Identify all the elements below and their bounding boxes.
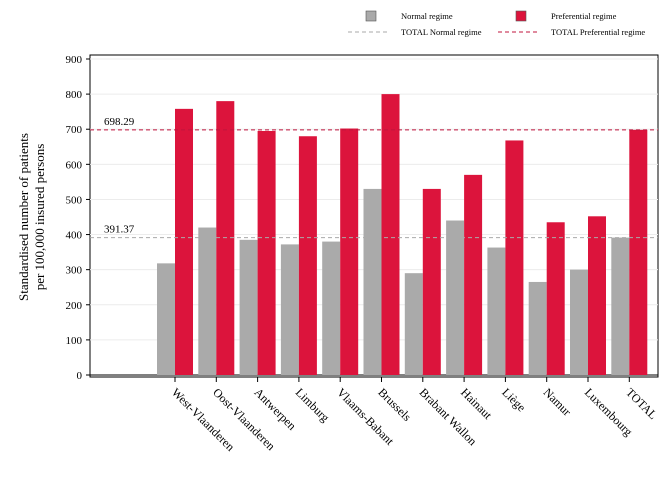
y-tick-label: 300 <box>66 265 83 277</box>
y-tick-label: 400 <box>66 230 83 242</box>
bar-preferential-regime <box>298 136 317 375</box>
y-tick-label: 500 <box>66 194 83 206</box>
bar-normal-regime <box>322 241 341 375</box>
y-tick-label: 800 <box>66 89 83 101</box>
x-tick-label: TOTAL <box>623 385 660 422</box>
legend-label: TOTAL Preferential regime <box>551 27 645 37</box>
x-tick-label: Liège <box>499 385 528 414</box>
y-tick-label: 0 <box>77 370 83 382</box>
bar-preferential-regime <box>505 140 524 375</box>
bar-preferential-regime <box>381 94 400 375</box>
y-tick-label: 100 <box>66 335 83 347</box>
bar-preferential-regime <box>546 222 565 375</box>
y-tick-label: 700 <box>66 124 83 136</box>
legend-label: Preferential regime <box>551 11 617 21</box>
x-tick-label: Namur <box>541 385 574 418</box>
plot-frame <box>89 54 659 378</box>
bar-preferential-regime <box>257 130 276 375</box>
y-tick-label: 600 <box>66 159 83 171</box>
bar-preferential-regime <box>175 108 193 375</box>
bar-normal-regime <box>487 247 506 375</box>
legend-swatch <box>515 10 527 22</box>
y-tick-label: 200 <box>66 300 83 312</box>
bar-normal-regime <box>198 227 217 375</box>
bar-normal-regime <box>363 188 382 375</box>
bar-normal-regime <box>157 263 175 375</box>
bar-preferential-regime <box>588 216 606 375</box>
legend-label: TOTAL Normal regime <box>401 27 482 37</box>
bar-preferential-regime <box>340 128 359 375</box>
bar-preferential-regime <box>464 174 483 375</box>
bar-normal-regime <box>570 269 588 375</box>
x-tick-label: Limburg <box>293 385 332 424</box>
y-axis-label: per 100,000 insured persons <box>32 144 47 291</box>
bar-preferential-regime <box>629 129 648 375</box>
bar-normal-regime <box>528 281 547 375</box>
bar-normal-regime <box>239 239 258 375</box>
bar-normal-regime <box>404 273 423 375</box>
y-tick-label: 900 <box>66 54 83 66</box>
reference-line-label: 698.29 <box>104 116 135 128</box>
x-tick-label: Brussels <box>375 385 414 424</box>
bar-normal-regime <box>446 220 465 375</box>
bar-preferential-regime <box>422 188 441 375</box>
legend-swatch <box>365 10 377 22</box>
y-axis-label: Standardised number of patients <box>16 133 31 301</box>
bar-normal-regime <box>611 237 630 375</box>
reference-line-label: 391.37 <box>104 224 135 236</box>
legend-label: Normal regime <box>401 11 453 21</box>
x-tick-label: Hainaut <box>458 385 495 422</box>
bar-normal-regime <box>280 244 299 375</box>
